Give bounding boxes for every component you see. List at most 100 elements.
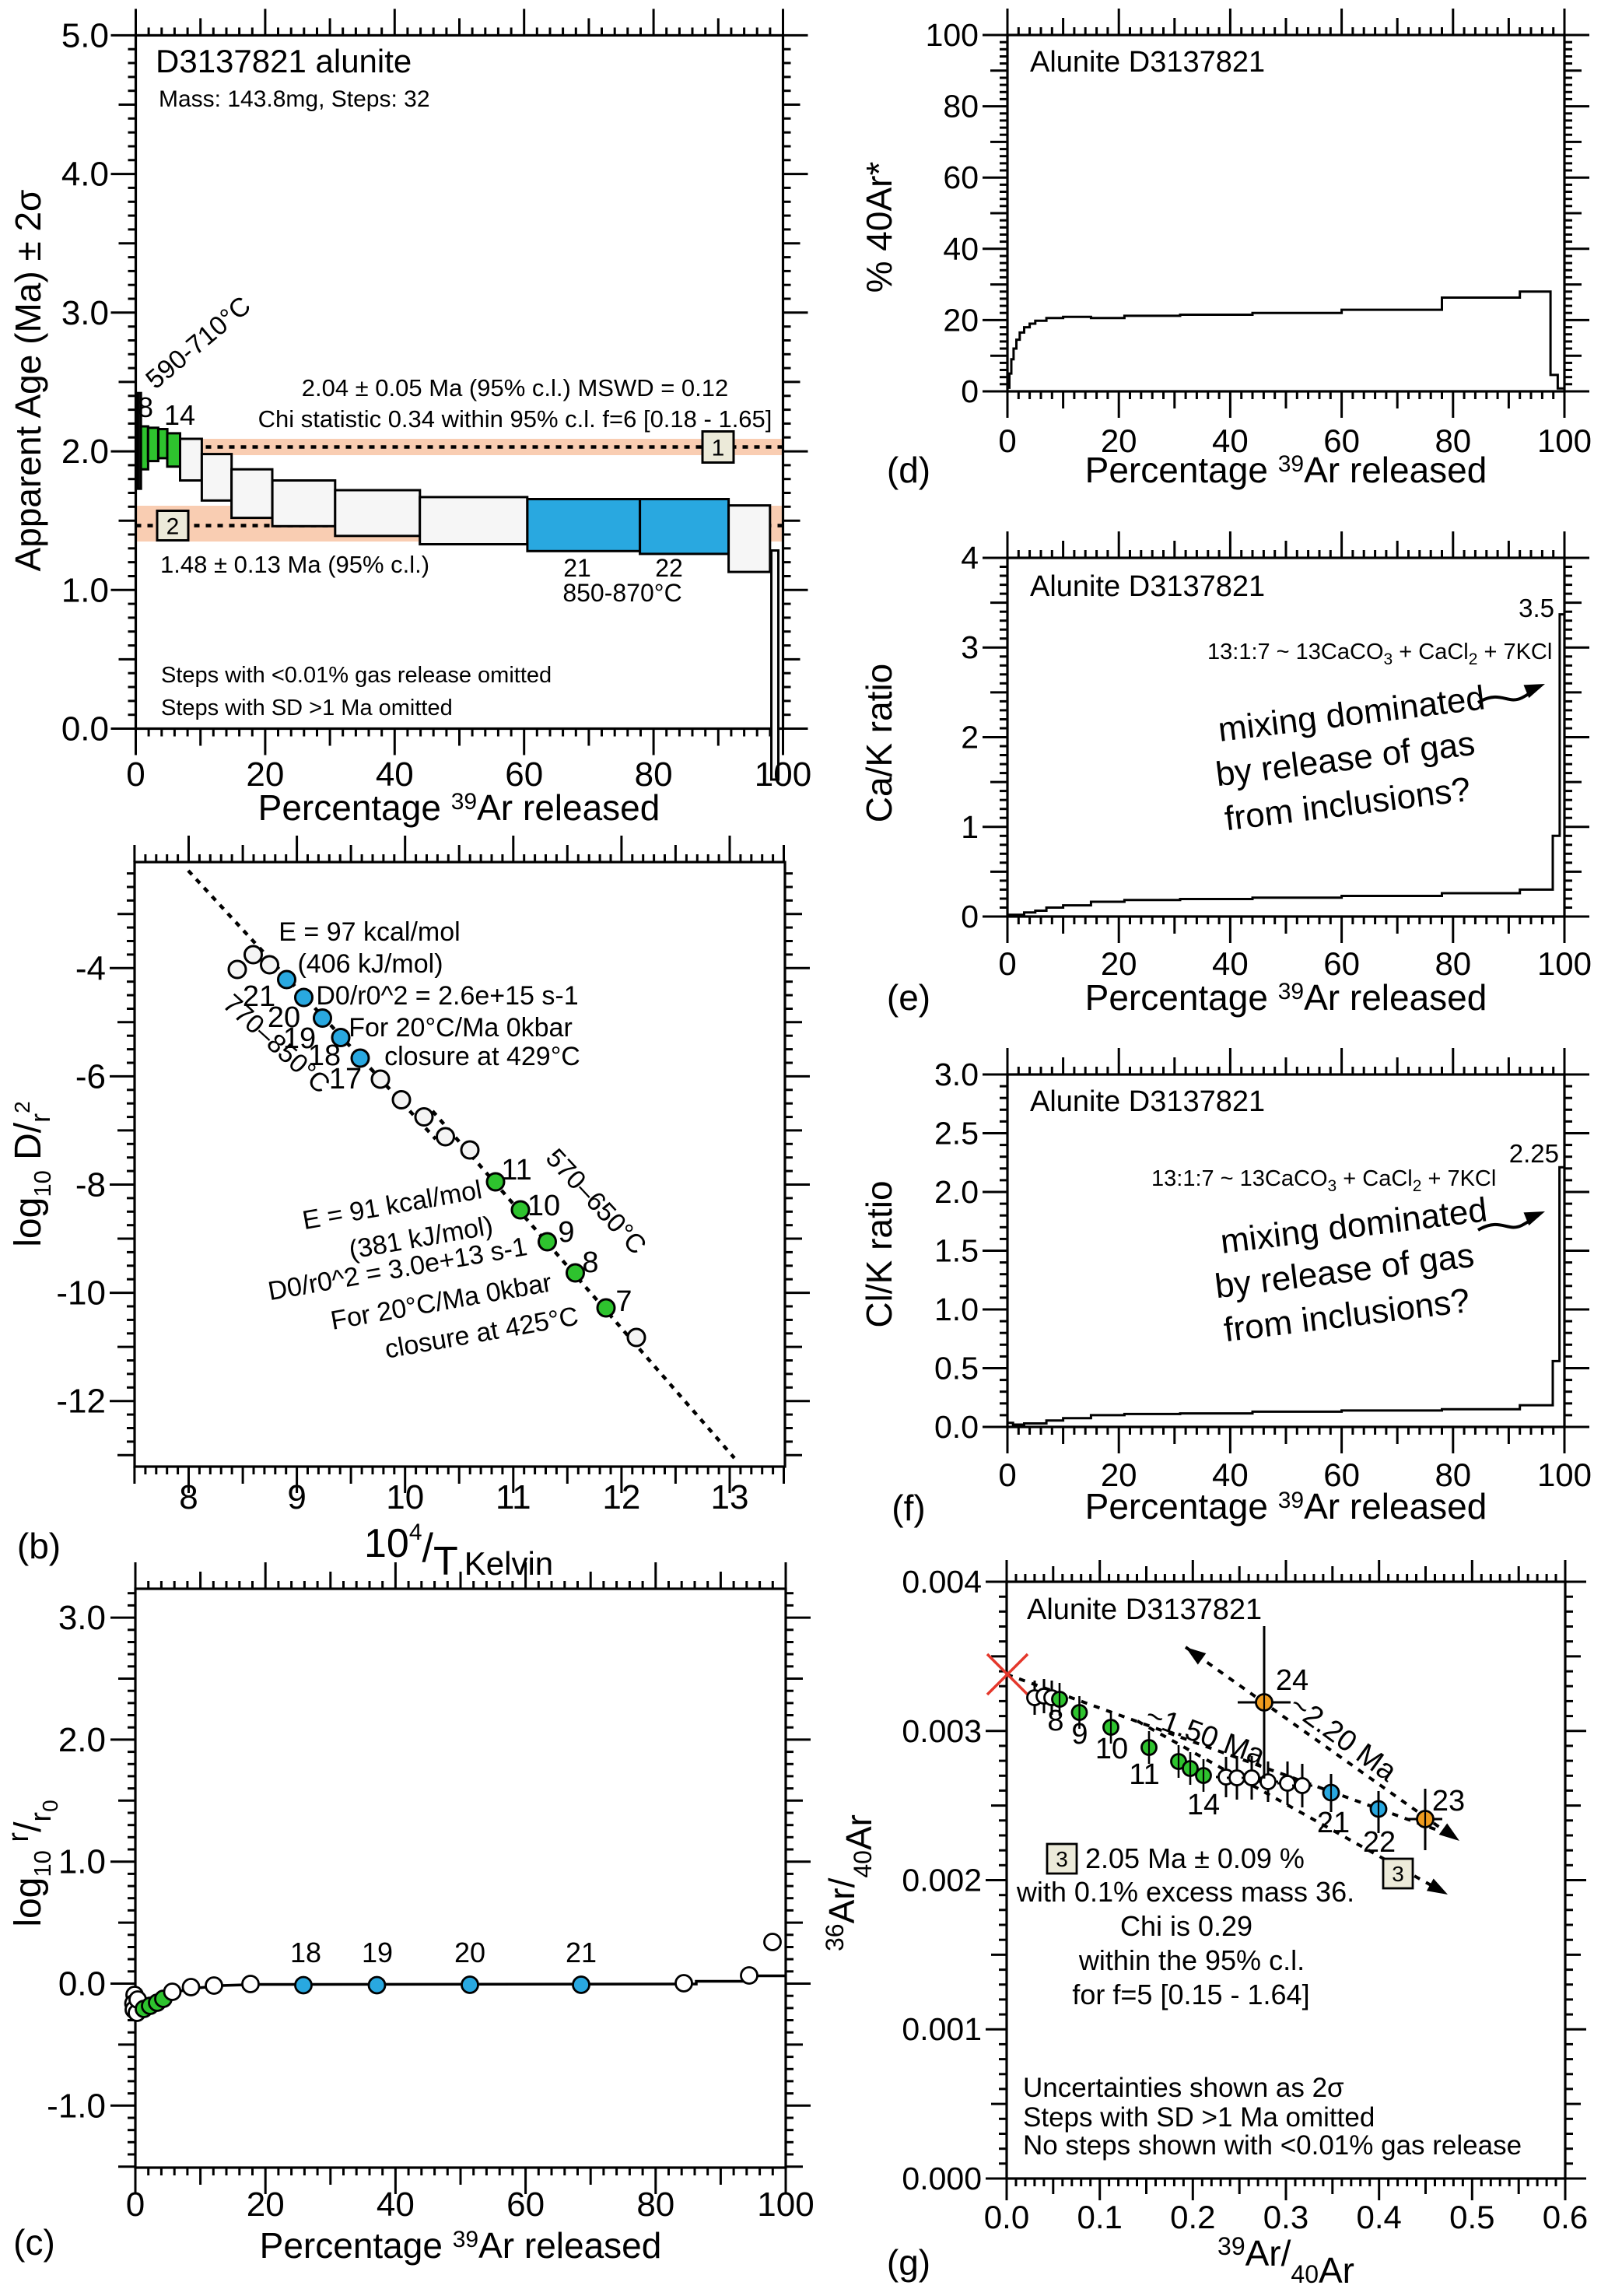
- svg-text:Percentage 39Ar released: Percentage 39Ar released: [1085, 977, 1487, 1018]
- svg-text:20: 20: [246, 755, 284, 794]
- svg-text:3: 3: [1392, 1862, 1404, 1886]
- svg-text:100: 100: [757, 2186, 814, 2224]
- svg-text:3.0: 3.0: [61, 294, 109, 332]
- svg-text:0.0: 0.0: [934, 1409, 979, 1445]
- svg-text:Alunite D3137821: Alunite D3137821: [1030, 570, 1265, 603]
- svg-text:0: 0: [998, 945, 1016, 982]
- svg-text:10: 10: [386, 1478, 424, 1516]
- svg-text:3.0: 3.0: [934, 1057, 979, 1092]
- svg-text:5.0: 5.0: [61, 16, 109, 54]
- svg-text:40: 40: [376, 755, 414, 794]
- svg-text:22: 22: [655, 554, 683, 582]
- svg-text:% 40Ar*: % 40Ar*: [859, 162, 899, 293]
- svg-text:0.002: 0.002: [902, 1863, 982, 1898]
- svg-text:Alunite D3137821: Alunite D3137821: [1030, 1085, 1265, 1118]
- svg-text:20: 20: [1101, 1456, 1137, 1493]
- svg-text:-4: -4: [75, 949, 106, 987]
- svg-text:Chi statistic 0.34 within 95%: Chi statistic 0.34 within 95% c.l. f=6 […: [258, 405, 772, 433]
- svg-text:0.6: 0.6: [1543, 2199, 1588, 2235]
- svg-text:3.5: 3.5: [1519, 594, 1554, 622]
- svg-text:100: 100: [1537, 422, 1592, 459]
- svg-text:9: 9: [1071, 1718, 1088, 1751]
- svg-text:0.3: 0.3: [1263, 2199, 1308, 2235]
- svg-text:9: 9: [287, 1478, 306, 1516]
- svg-text:2: 2: [961, 720, 979, 755]
- svg-text:80: 80: [636, 2186, 674, 2224]
- svg-text:80: 80: [1435, 422, 1471, 459]
- svg-text:(d): (d): [887, 450, 930, 490]
- svg-text:20: 20: [247, 2186, 285, 2224]
- svg-text:40: 40: [1212, 1456, 1249, 1493]
- svg-text:21: 21: [243, 980, 275, 1013]
- svg-text:Chi is 0.29: Chi is 0.29: [1120, 1910, 1252, 1942]
- svg-text:8: 8: [582, 1246, 598, 1279]
- svg-text:7: 7: [615, 1285, 632, 1318]
- svg-text:Ca/K ratio: Ca/K ratio: [859, 664, 899, 823]
- svg-text:2.0: 2.0: [58, 1721, 106, 1759]
- svg-text:4.0: 4.0: [61, 156, 109, 194]
- svg-text:20: 20: [1101, 945, 1137, 982]
- svg-text:(g): (g): [887, 2242, 930, 2283]
- svg-text:with 0.1% excess mass 36.: with 0.1% excess mass 36.: [1016, 1876, 1354, 1908]
- svg-text:0: 0: [998, 1456, 1016, 1493]
- svg-text:80: 80: [1435, 1456, 1471, 1493]
- svg-text:19: 19: [283, 1022, 316, 1055]
- svg-text:0.004: 0.004: [902, 1564, 982, 1600]
- svg-text:within the 95% c.l.: within the 95% c.l.: [1078, 1944, 1305, 1976]
- svg-text:100: 100: [1537, 1456, 1592, 1493]
- svg-text:11: 11: [501, 1154, 531, 1187]
- svg-text:0.5: 0.5: [1449, 2199, 1494, 2235]
- svg-text:for f=5 [0.15 - 1.64]: for f=5 [0.15 - 1.64]: [1072, 1979, 1309, 2010]
- svg-text:2.04 ± 0.05 Ma (95% c.l.) MSWD: 2.04 ± 0.05 Ma (95% c.l.) MSWD = 0.12: [302, 374, 729, 401]
- svg-text:1: 1: [712, 436, 725, 461]
- svg-text:14: 14: [1187, 1789, 1220, 1821]
- svg-text:40: 40: [943, 231, 979, 267]
- svg-text:0.4: 0.4: [1357, 2199, 1402, 2235]
- svg-text:Percentage 39Ar released: Percentage 39Ar released: [260, 2225, 662, 2266]
- svg-text:11: 11: [1129, 1758, 1159, 1791]
- svg-text:2.05 Ma ± 0.09 %: 2.05 Ma ± 0.09 %: [1085, 1842, 1305, 1874]
- svg-text:0.2: 0.2: [1170, 2199, 1215, 2235]
- svg-text:0.0: 0.0: [61, 710, 109, 748]
- svg-text:D3137821 alunite: D3137821 alunite: [156, 43, 412, 79]
- svg-text:Apparent Age (Ma) ± 2σ: Apparent Age (Ma) ± 2σ: [8, 190, 48, 572]
- svg-text:21: 21: [566, 1937, 597, 1968]
- svg-text:3.0: 3.0: [58, 1599, 106, 1637]
- svg-text:3: 3: [1056, 1847, 1068, 1871]
- svg-text:0.0: 0.0: [58, 1965, 106, 2003]
- svg-text:13: 13: [711, 1478, 749, 1516]
- svg-text:0: 0: [126, 2186, 145, 2224]
- svg-text:18: 18: [308, 1039, 341, 1072]
- svg-text:850-870°C: 850-870°C: [562, 579, 681, 607]
- svg-text:No steps shown with <0.01% gas: No steps shown with <0.01% gas release: [1023, 2130, 1522, 2161]
- svg-text:20: 20: [454, 1937, 485, 1968]
- svg-text:8: 8: [138, 391, 153, 423]
- svg-text:8: 8: [179, 1478, 198, 1516]
- svg-text:21: 21: [1317, 1807, 1350, 1839]
- svg-text:(406 kJ/mol): (406 kJ/mol): [297, 949, 443, 979]
- svg-text:1: 1: [961, 809, 979, 845]
- svg-text:0: 0: [961, 373, 979, 409]
- svg-text:40: 40: [1212, 945, 1249, 982]
- svg-text:60: 60: [1323, 422, 1360, 459]
- svg-text:Mass: 143.8mg, Steps: 32: Mass: 143.8mg, Steps: 32: [159, 86, 430, 112]
- svg-text:3: 3: [961, 629, 979, 665]
- svg-text:60: 60: [506, 2186, 545, 2224]
- svg-text:0.003: 0.003: [902, 1713, 982, 1749]
- svg-text:12: 12: [602, 1478, 640, 1516]
- svg-text:36Ar/40Ar: 36Ar/40Ar: [821, 1814, 879, 1951]
- svg-text:21: 21: [563, 554, 591, 582]
- svg-text:0.5: 0.5: [934, 1351, 979, 1386]
- svg-text:1.48 ± 0.13 Ma (95% c.l.): 1.48 ± 0.13 Ma (95% c.l.): [160, 551, 429, 578]
- svg-text:2.5: 2.5: [934, 1116, 979, 1152]
- svg-text:80: 80: [635, 755, 673, 794]
- svg-text:0.0: 0.0: [984, 2199, 1029, 2235]
- svg-text:Steps with <0.01% gas release: Steps with <0.01% gas release omitted: [161, 663, 552, 688]
- svg-text:19: 19: [362, 1937, 393, 1968]
- svg-text:11: 11: [496, 1478, 531, 1516]
- svg-text:100: 100: [755, 755, 811, 794]
- svg-text:-8: -8: [75, 1166, 106, 1204]
- svg-text:9: 9: [558, 1216, 574, 1249]
- svg-text:23: 23: [1432, 1785, 1465, 1818]
- svg-text:20: 20: [268, 1001, 300, 1034]
